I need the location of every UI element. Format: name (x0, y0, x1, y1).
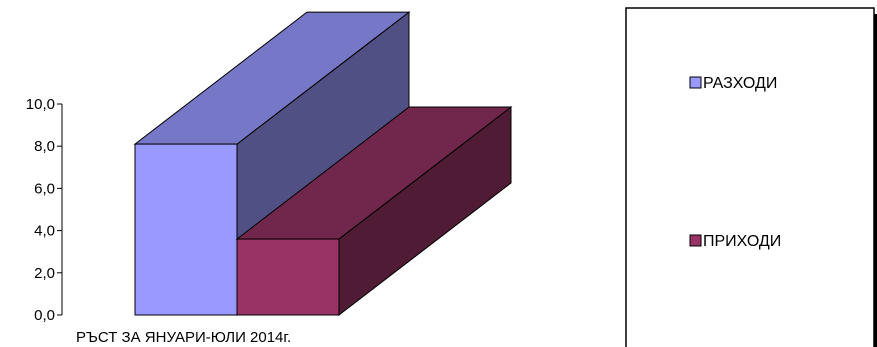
legend-label-expenses: РАЗХОДИ (703, 75, 777, 92)
y-tick-label: 2,0 (34, 265, 55, 282)
y-tick-label: 8,0 (34, 138, 55, 155)
bar-income-front (236, 238, 340, 316)
legend: РАЗХОДИ ПРИХОДИ (625, 7, 877, 347)
category-label: РЪСТ ЗА ЯНУАРИ-ЮЛИ 2014г. (76, 329, 291, 346)
bar-expenses-front (134, 143, 238, 316)
y-tick-label: 0,0 (34, 307, 55, 324)
y-tick-label: 10,0 (26, 96, 55, 113)
bars (133, 11, 513, 317)
legend-swatch-income (689, 234, 702, 247)
y-tick-label: 4,0 (34, 223, 55, 240)
y-axis: 0,0 2,0 4,0 6,0 8,0 10,0 (26, 96, 63, 324)
legend-swatch-expenses (689, 76, 702, 89)
legend-box (625, 7, 875, 347)
legend-label-income: ПРИХОДИ (703, 233, 781, 250)
y-tick-label: 6,0 (34, 180, 55, 197)
